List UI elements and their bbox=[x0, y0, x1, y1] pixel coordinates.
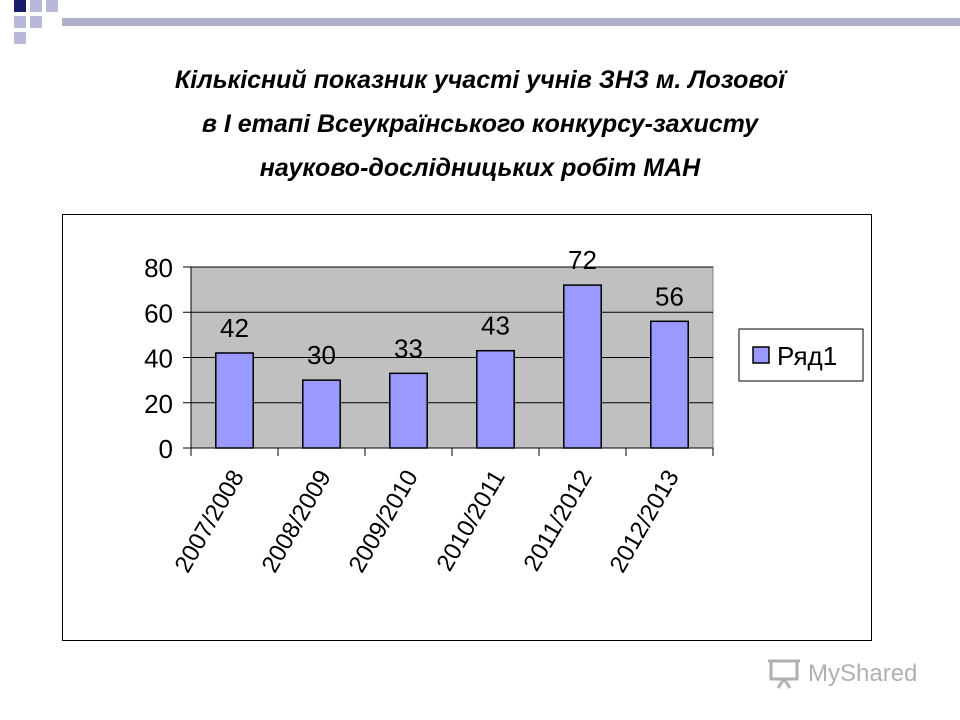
slide-title: Кількісний показник участі учнів ЗНЗ м. … bbox=[40, 58, 920, 190]
y-tick-label: 40 bbox=[144, 344, 173, 374]
bar-chart: 0 20 40 60 80 42 2007/2008 30 2008/2009 33 2009/20… bbox=[144, 245, 864, 578]
bar bbox=[476, 349, 515, 449]
y-tick-label: 60 bbox=[144, 298, 173, 328]
data-label: 42 bbox=[220, 313, 249, 343]
data-label: 72 bbox=[568, 245, 597, 275]
legend-label: Ряд1 bbox=[777, 341, 837, 371]
corner-decoration bbox=[0, 0, 80, 60]
x-tick-label: 2012/2013 bbox=[605, 466, 685, 578]
bar bbox=[650, 320, 689, 449]
bar bbox=[389, 372, 428, 449]
title-line-2: в I етапі Всеукраїнського конкурсу-захис… bbox=[201, 110, 759, 138]
data-label: 30 bbox=[307, 340, 336, 370]
data-label: 43 bbox=[481, 311, 510, 341]
x-tick-label: 2007/2008 bbox=[170, 466, 250, 578]
y-tick-label: 80 bbox=[144, 253, 173, 283]
title-line-3: науково-дослідницьких робіт МАН bbox=[259, 154, 701, 182]
bar bbox=[563, 284, 602, 449]
top-rule bbox=[62, 18, 960, 26]
x-tick-label: 2009/2010 bbox=[344, 466, 424, 578]
title-line-1: Кількісний показник участі учнів ЗНЗ м. … bbox=[174, 66, 786, 94]
bar bbox=[302, 379, 341, 449]
bar bbox=[215, 352, 254, 449]
presentation-board-icon bbox=[768, 659, 800, 689]
legend-swatch bbox=[752, 346, 770, 364]
x-tick-label: 2008/2009 bbox=[257, 466, 337, 578]
x-tick-label: 2010/2011 bbox=[431, 466, 510, 576]
watermark-text: MyShared bbox=[808, 660, 918, 687]
y-tick-label: 0 bbox=[159, 434, 173, 464]
data-label: 33 bbox=[394, 333, 423, 363]
y-tick-label: 20 bbox=[144, 389, 173, 419]
corner-squares-graphic bbox=[14, 0, 58, 44]
data-label: 56 bbox=[655, 281, 684, 311]
x-tick-label: 2011/2012 bbox=[518, 466, 597, 576]
watermark: MyShared bbox=[768, 656, 928, 692]
chart-frame: 0 20 40 60 80 42 2007/2008 30 2008/2009 33 2009/20… bbox=[62, 214, 872, 641]
